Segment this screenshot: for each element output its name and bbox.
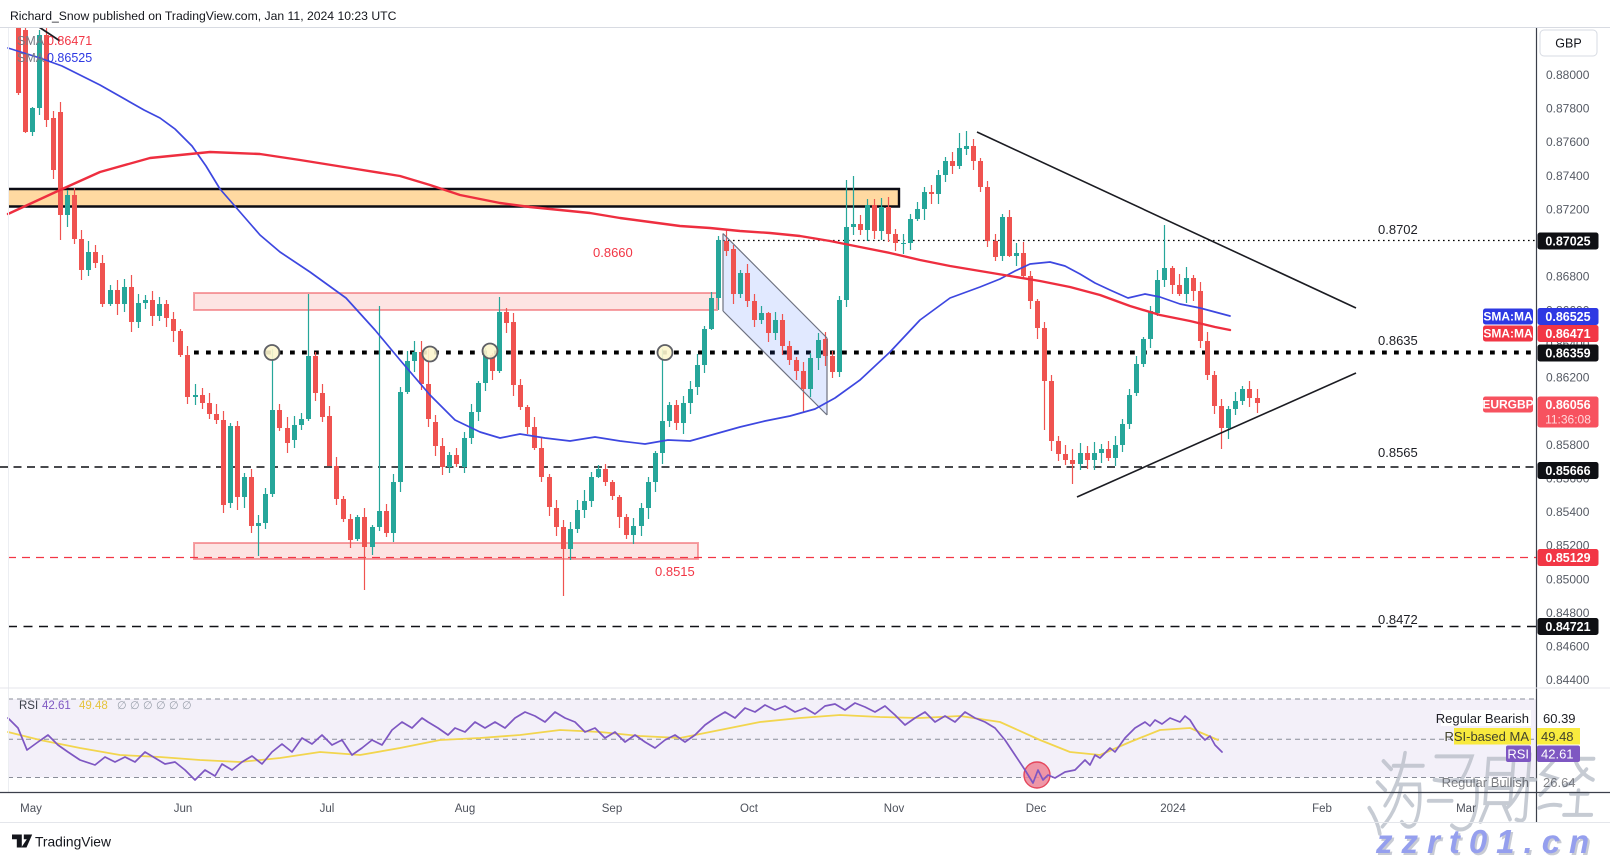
svg-text:0.86359: 0.86359: [1545, 346, 1590, 360]
svg-text:Nov: Nov: [884, 803, 905, 815]
svg-text:0.84800: 0.84800: [1546, 606, 1590, 620]
svg-text:Regular Bearish: Regular Bearish: [1436, 711, 1529, 726]
svg-text:∅: ∅: [143, 700, 153, 712]
svg-text:0.87800: 0.87800: [1546, 102, 1590, 116]
svg-text:0.8472: 0.8472: [1378, 612, 1418, 627]
svg-text:0.8565: 0.8565: [1378, 445, 1418, 460]
svg-text:SMA: SMA: [17, 34, 45, 48]
svg-text:0.86800: 0.86800: [1546, 270, 1590, 284]
svg-text:0.84400: 0.84400: [1546, 673, 1590, 687]
svg-text:0.85666: 0.85666: [1545, 464, 1590, 478]
svg-text:0.85129: 0.85129: [1545, 551, 1590, 565]
svg-text:Feb: Feb: [1312, 803, 1332, 815]
svg-text:0.85000: 0.85000: [1546, 572, 1590, 586]
svg-text:Richard_Snow published on Trad: Richard_Snow published on TradingView.co…: [10, 9, 397, 23]
svg-text:∅: ∅: [156, 700, 166, 712]
svg-text:∅: ∅: [117, 700, 127, 712]
svg-text:0.87400: 0.87400: [1546, 169, 1590, 183]
svg-text:0.86200: 0.86200: [1546, 371, 1590, 385]
svg-text:11:36:08: 11:36:08: [1545, 413, 1591, 427]
svg-text:0.88000: 0.88000: [1546, 68, 1590, 82]
svg-text:RSI-based MA: RSI-based MA: [1444, 729, 1529, 744]
svg-text:0.85400: 0.85400: [1546, 505, 1590, 519]
svg-text:0.8702: 0.8702: [1378, 222, 1418, 237]
svg-text:0.8515: 0.8515: [655, 564, 695, 579]
svg-text:0.84600: 0.84600: [1546, 640, 1590, 654]
svg-text:0.87600: 0.87600: [1546, 135, 1590, 149]
svg-text:GBP: GBP: [1555, 37, 1581, 51]
svg-text:Jul: Jul: [320, 803, 335, 815]
svg-text:SMA: SMA: [17, 51, 45, 65]
svg-text:Aug: Aug: [455, 803, 475, 815]
svg-text:0.86525: 0.86525: [1545, 310, 1590, 324]
svg-text:zzrt01.cn: zzrt01.cn: [1375, 823, 1598, 857]
svg-text:0.8635: 0.8635: [1378, 333, 1418, 348]
svg-text:0.8660: 0.8660: [593, 245, 633, 260]
svg-text:0.84721: 0.84721: [1545, 620, 1590, 634]
svg-text:RSI: RSI: [1507, 747, 1529, 762]
svg-text:0.87200: 0.87200: [1546, 202, 1590, 216]
svg-text:42.61: 42.61: [1541, 747, 1574, 762]
svg-text:60.39: 60.39: [1543, 711, 1576, 726]
svg-text:Dec: Dec: [1026, 803, 1047, 815]
svg-text:0.87025: 0.87025: [1545, 234, 1590, 248]
svg-text:RSI: RSI: [19, 700, 38, 712]
svg-text:0.86471: 0.86471: [1545, 327, 1590, 341]
svg-text:0.86471: 0.86471: [47, 34, 92, 48]
svg-text:0.86056: 0.86056: [1545, 398, 1590, 412]
svg-text:Sep: Sep: [602, 803, 622, 815]
svg-text:∅: ∅: [182, 700, 192, 712]
svg-text:2024: 2024: [1160, 803, 1186, 815]
svg-text:Jun: Jun: [174, 803, 193, 815]
svg-text:26.64: 26.64: [1543, 775, 1576, 790]
svg-text:49.48: 49.48: [79, 700, 108, 712]
svg-text:EURGBP: EURGBP: [1482, 398, 1533, 412]
svg-text:∅: ∅: [130, 700, 140, 712]
svg-text:SMA:MA: SMA:MA: [1483, 310, 1533, 324]
svg-text:0.86525: 0.86525: [47, 51, 92, 65]
svg-text:SMA:MA: SMA:MA: [1483, 327, 1533, 341]
svg-text:Regular Bullish: Regular Bullish: [1442, 775, 1529, 790]
svg-text:Oct: Oct: [740, 803, 759, 815]
svg-text:49.48: 49.48: [1541, 729, 1574, 744]
svg-text:42.61: 42.61: [42, 700, 71, 712]
svg-text:TradingView: TradingView: [35, 835, 111, 850]
svg-text:May: May: [20, 803, 42, 815]
svg-text:Mar: Mar: [1456, 803, 1476, 815]
svg-text:0.85800: 0.85800: [1546, 438, 1590, 452]
svg-text:∅: ∅: [169, 700, 179, 712]
